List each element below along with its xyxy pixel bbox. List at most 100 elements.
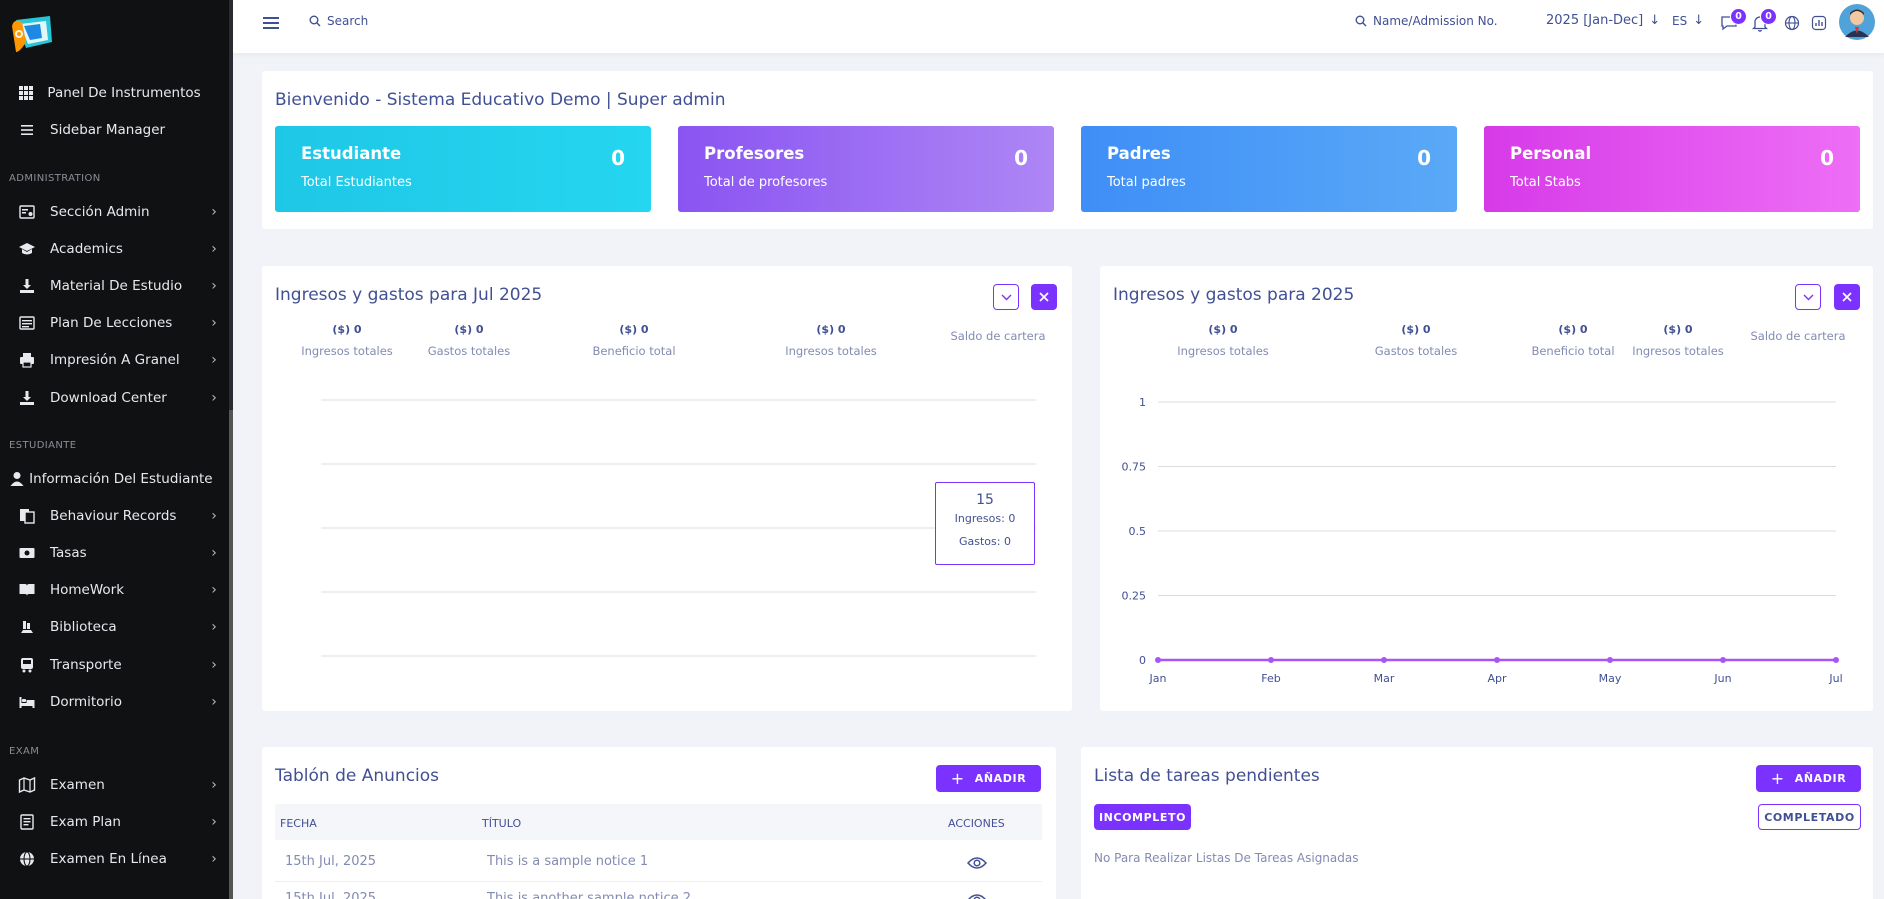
sidebar-item-label: Impresión A Granel bbox=[50, 352, 180, 369]
sidebar-item-material-de-estudio[interactable]: Material De Estudio › bbox=[0, 271, 229, 301]
sidebar-item-exam-plan[interactable]: Exam Plan › bbox=[0, 807, 229, 837]
hamburger-menu-button[interactable] bbox=[263, 16, 279, 30]
summary-label: Ingresos totales bbox=[785, 344, 877, 358]
stat-title: Personal bbox=[1510, 144, 1592, 163]
chevron-right-icon: › bbox=[211, 693, 217, 710]
admission-search[interactable]: Name/Admission No. bbox=[1355, 14, 1498, 28]
sidebar-item-label: Exam Plan bbox=[50, 814, 121, 831]
view-notice-button[interactable] bbox=[967, 893, 987, 899]
admin-icon bbox=[0, 203, 50, 221]
sidebar-scrollbar-thumb[interactable] bbox=[229, 410, 233, 899]
summary-item: ($) 0 Ingresos totales bbox=[1608, 323, 1748, 358]
notice-date: 15th Jul, 2025 bbox=[285, 891, 377, 899]
close-button[interactable] bbox=[1031, 284, 1057, 310]
add-todo-button[interactable]: + AÑADIR bbox=[1756, 765, 1861, 792]
admission-search-input[interactable]: Name/Admission No. bbox=[1373, 14, 1498, 28]
table-row: 15th Jul, 2025 This is another sample not… bbox=[275, 882, 1042, 899]
summary-item: Saldo de cartera bbox=[928, 329, 1068, 343]
data-point[interactable] bbox=[1381, 657, 1387, 663]
tooltip-income: Ingresos: 0 bbox=[954, 512, 1016, 525]
add-todo-label: AÑADIR bbox=[1794, 772, 1847, 785]
search-box[interactable]: Search bbox=[309, 14, 368, 28]
collapse-button[interactable] bbox=[1795, 284, 1821, 310]
data-point[interactable] bbox=[1494, 657, 1500, 663]
summary-label: Ingresos totales bbox=[1177, 344, 1269, 358]
stat-subtitle: Total padres bbox=[1107, 175, 1186, 190]
data-point[interactable] bbox=[1720, 657, 1726, 663]
x-tick-label: Apr bbox=[1487, 672, 1507, 685]
x-tick-label: Jan bbox=[1149, 672, 1167, 685]
collapse-button[interactable] bbox=[993, 284, 1019, 310]
notice-title: This is a sample notice 1 bbox=[487, 854, 649, 869]
summary-label: Gastos totales bbox=[1374, 344, 1458, 358]
column-header-date: FECHA bbox=[280, 817, 317, 830]
stat-title: Estudiante bbox=[301, 144, 402, 163]
language-selector[interactable]: ES ↓ bbox=[1672, 13, 1704, 28]
sidebar-item-academics[interactable]: Academics › bbox=[0, 234, 229, 264]
summary-label: Ingresos totales bbox=[301, 344, 393, 358]
view-notice-button[interactable] bbox=[966, 856, 988, 874]
sidebar-item-label: Examen En Línea bbox=[50, 851, 167, 868]
sidebar-item-label: Material De Estudio bbox=[50, 278, 183, 295]
summary-item: ($) 0 Beneficio total bbox=[1503, 323, 1643, 358]
x-tick-label: Jul bbox=[1828, 672, 1842, 685]
sidebar-item-examen-en-l-nea[interactable]: Examen En Línea › bbox=[0, 844, 229, 874]
sidebar-item-tasas[interactable]: Tasas › bbox=[0, 538, 229, 568]
add-notice-button[interactable]: + AÑADIR bbox=[936, 765, 1041, 792]
sidebar-item-biblioteca[interactable]: Biblioteca › bbox=[0, 612, 229, 642]
notifications-button[interactable]: 0 bbox=[1752, 8, 1777, 32]
stat-card-padres[interactable]: Padres Total padres 0 bbox=[1081, 126, 1457, 212]
stat-subtitle: Total Estudiantes bbox=[301, 175, 412, 190]
data-point[interactable] bbox=[1268, 657, 1274, 663]
stat-card-profesores[interactable]: Profesores Total de profesores 0 bbox=[678, 126, 1054, 212]
reports-button[interactable] bbox=[1811, 15, 1827, 31]
y-tick-label: 0.5 bbox=[1129, 525, 1147, 538]
tab-complete[interactable]: COMPLETADO bbox=[1758, 804, 1861, 830]
sidebar-item-informaci-n-del-estudiante[interactable]: Información Del Estudiante bbox=[0, 464, 229, 494]
stat-title: Profesores bbox=[704, 144, 805, 163]
todo-card: Lista de tareas pendientes + AÑADIR INCO… bbox=[1081, 747, 1873, 899]
data-point[interactable] bbox=[1155, 657, 1161, 663]
sidebar-item-homework[interactable]: HomeWork › bbox=[0, 575, 229, 605]
sidebar-item-download-center[interactable]: Download Center › bbox=[0, 383, 229, 413]
data-point[interactable] bbox=[1833, 657, 1839, 663]
sidebar-item-examen[interactable]: Examen › bbox=[0, 770, 229, 800]
sidebar-item-label: Transporte bbox=[50, 656, 122, 673]
sidebar-item-label: Dormitorio bbox=[50, 693, 122, 710]
data-point[interactable] bbox=[1607, 657, 1613, 663]
sidebar-item-dormitorio[interactable]: Dormitorio › bbox=[0, 687, 229, 717]
tooltip-expense: Gastos: 0 bbox=[959, 535, 1011, 548]
school-logo[interactable] bbox=[10, 12, 54, 54]
sidebar-section-title: EXAM bbox=[9, 746, 40, 757]
arrow-down-icon: ↓ bbox=[1649, 13, 1661, 28]
stat-value: 0 bbox=[1820, 146, 1834, 170]
sidebar-item-transporte[interactable]: Transporte › bbox=[0, 650, 229, 680]
tooltip-day: 15 bbox=[976, 492, 994, 508]
bus-icon bbox=[0, 656, 50, 674]
column-header-actions: ACCIONES bbox=[948, 817, 1005, 830]
tab-incomplete[interactable]: INCOMPLETO bbox=[1094, 804, 1191, 830]
stat-card-personal[interactable]: Personal Total Stabs 0 bbox=[1484, 126, 1860, 212]
stat-card-estudiante[interactable]: Estudiante Total Estudiantes 0 bbox=[275, 126, 651, 212]
sidebar-scrollbar[interactable] bbox=[229, 0, 233, 899]
sidebar-item-panel-de-instrumentos[interactable]: Panel De Instrumentos bbox=[0, 78, 229, 108]
close-button[interactable] bbox=[1834, 284, 1860, 310]
sidebar-item-secci-n-admin[interactable]: Sección Admin › bbox=[0, 197, 229, 227]
chevron-right-icon: › bbox=[211, 352, 217, 369]
summary-value: ($) 0 bbox=[332, 323, 362, 336]
sidebar-item-label: Download Center bbox=[50, 389, 167, 406]
todo-title: Lista de tareas pendientes bbox=[1094, 766, 1320, 786]
summary-item: ($) 0 Ingresos totales bbox=[761, 323, 901, 358]
website-button[interactable] bbox=[1784, 15, 1800, 31]
sidebar-item-sidebar-manager[interactable]: Sidebar Manager bbox=[0, 115, 229, 145]
sidebar-item-behaviour-records[interactable]: Behaviour Records › bbox=[0, 501, 229, 531]
monthly-chart-title: Ingresos y gastos para Jul 2025 bbox=[275, 285, 543, 305]
list-icon bbox=[0, 314, 50, 332]
user-avatar[interactable] bbox=[1839, 4, 1875, 40]
sidebar-item-impresi-n-a-granel[interactable]: Impresión A Granel › bbox=[0, 345, 229, 375]
search-label[interactable]: Search bbox=[327, 14, 369, 28]
session-selector[interactable]: 2025 [Jan-Dec] ↓ bbox=[1546, 13, 1660, 28]
sidebar-item-plan-de-lecciones[interactable]: Plan De Lecciones › bbox=[0, 308, 229, 338]
messages-button[interactable]: 0 bbox=[1720, 8, 1747, 32]
notice-table-header bbox=[275, 804, 1042, 840]
